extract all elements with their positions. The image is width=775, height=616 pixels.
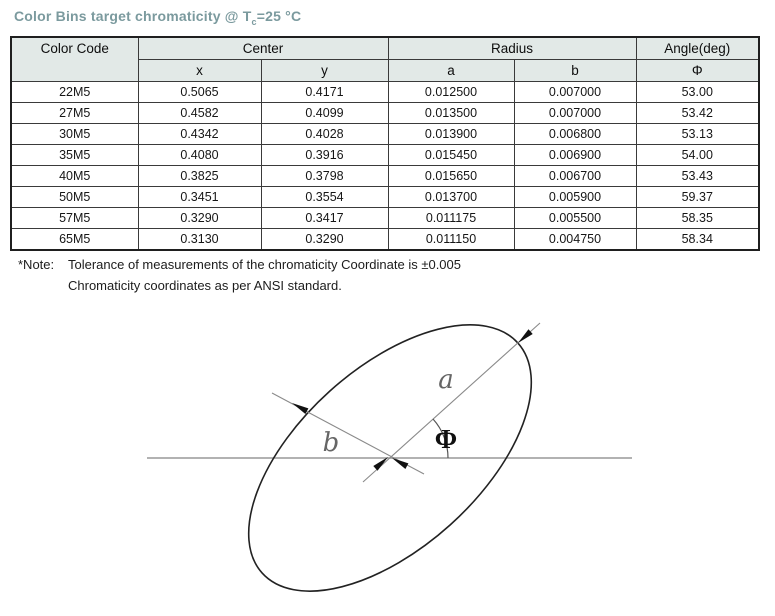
note-label: *Note: [18,257,55,272]
header-angle: Angle(deg) [635,36,760,60]
cell-b: 0.007000 [513,81,637,103]
table-row: 50M5 0.3451 0.3554 0.013700 0.005900 59.… [10,186,760,208]
header-y: y [260,59,389,82]
cell-a: 0.013900 [387,123,515,145]
cell-x: 0.5065 [137,81,262,103]
header-phi: Φ [635,59,760,82]
page-title-subscript: c [251,16,257,27]
note-line-1: Tolerance of measurements of the chromat… [68,257,461,272]
major-axis-line [362,322,541,483]
ellipse-outline [247,324,533,592]
cell-phi: 53.42 [635,102,760,124]
arrowhead-major-edge [518,329,533,343]
cell-y: 0.3916 [260,144,389,166]
table-row: 57M5 0.3290 0.3417 0.011175 0.005500 58.… [10,207,760,229]
cell-phi: 53.43 [635,165,760,187]
label-a: a [438,365,454,395]
cell-x: 0.4342 [137,123,262,145]
cell-x: 0.3825 [137,165,262,187]
arrowhead-minor-edge [292,403,309,414]
cell-a: 0.015650 [387,165,515,187]
cell-b: 0.004750 [513,228,637,251]
cell-x: 0.3130 [137,228,262,251]
cell-y: 0.3417 [260,207,389,229]
cell-y: 0.4028 [260,123,389,145]
table-row: 27M5 0.4582 0.4099 0.013500 0.007000 53.… [10,102,760,124]
arrowhead-center-minor [392,458,409,469]
cell-y: 0.3290 [260,228,389,251]
cell-code: 65M5 [10,228,139,251]
cell-code: 27M5 [10,102,139,124]
cell-a: 0.013700 [387,186,515,208]
cell-x: 0.3290 [137,207,262,229]
cell-code: 40M5 [10,165,139,187]
cell-a: 0.011175 [387,207,515,229]
cell-phi: 58.35 [635,207,760,229]
page-title: Color Bins target chromaticity @ Tc=25 °… [14,8,301,27]
cell-code: 30M5 [10,123,139,145]
label-b: b [323,428,340,458]
page-title-suffix: =25 °C [256,8,302,24]
header-a: a [387,59,515,82]
cell-b: 0.005900 [513,186,637,208]
cell-code: 35M5 [10,144,139,166]
table-row: 22M5 0.5065 0.4171 0.012500 0.007000 53.… [10,81,760,103]
cell-a: 0.015450 [387,144,515,166]
cell-phi: 58.34 [635,228,760,251]
note-block: *Note: Tolerance of measurements of the … [18,254,718,296]
cell-b: 0.006900 [513,144,637,166]
cell-y: 0.4171 [260,81,389,103]
cell-y: 0.3554 [260,186,389,208]
cell-phi: 54.00 [635,144,760,166]
table-row: 40M5 0.3825 0.3798 0.015650 0.006700 53.… [10,165,760,187]
cell-x: 0.4080 [137,144,262,166]
angle-arc [432,418,449,459]
cell-b: 0.006700 [513,165,637,187]
table-row: 30M5 0.4342 0.4028 0.013900 0.006800 53.… [10,123,760,145]
cell-b: 0.005500 [513,207,637,229]
cell-a: 0.011150 [387,228,515,251]
cell-a: 0.013500 [387,102,515,124]
cell-code: 57M5 [10,207,139,229]
cell-x: 0.4582 [137,102,262,124]
cell-x: 0.3451 [137,186,262,208]
table-row: 65M5 0.3130 0.3290 0.011150 0.004750 58.… [10,228,760,251]
page-title-text: Color Bins target chromaticity @ T [14,8,252,24]
header-color-code: Color Code [10,36,139,82]
header-x: x [137,59,262,82]
cell-y: 0.4099 [260,102,389,124]
note-line-2: Chromaticity coordinates as per ANSI sta… [68,278,342,293]
cell-a: 0.012500 [387,81,515,103]
label-phi: Φ [435,424,457,454]
table-row: 35M5 0.4080 0.3916 0.015450 0.006900 54.… [10,144,760,166]
cell-phi: 59.37 [635,186,760,208]
arrowhead-center-major [373,457,388,471]
chromaticity-table: Color Code Center Radius Angle(deg) x y … [10,36,760,251]
